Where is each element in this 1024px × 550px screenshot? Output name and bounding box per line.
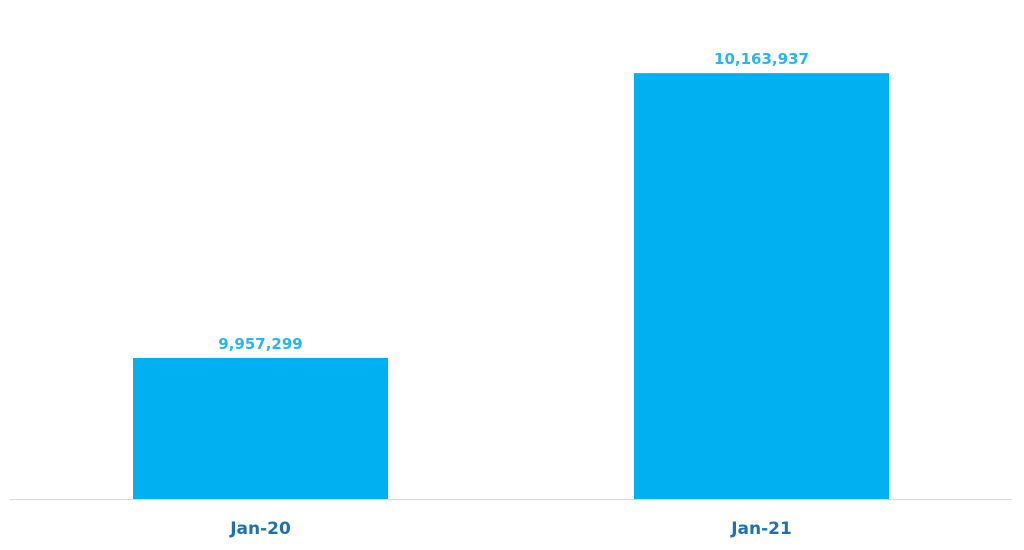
x-tick-labels-group: Jan-20 Jan-21 — [229, 519, 792, 539]
x-tick-label-jan-20: Jan-20 — [229, 519, 291, 539]
data-labels-group: 9,957,299 10,163,937 — [218, 50, 809, 353]
data-label-jan-20: 9,957,299 — [218, 335, 302, 353]
bars-group — [133, 73, 889, 500]
x-tick-label-jan-21: Jan-21 — [730, 519, 792, 539]
data-label-jan-21: 10,163,937 — [714, 50, 809, 68]
bar-jan-20 — [133, 357, 388, 499]
bar-jan-21 — [634, 73, 889, 500]
